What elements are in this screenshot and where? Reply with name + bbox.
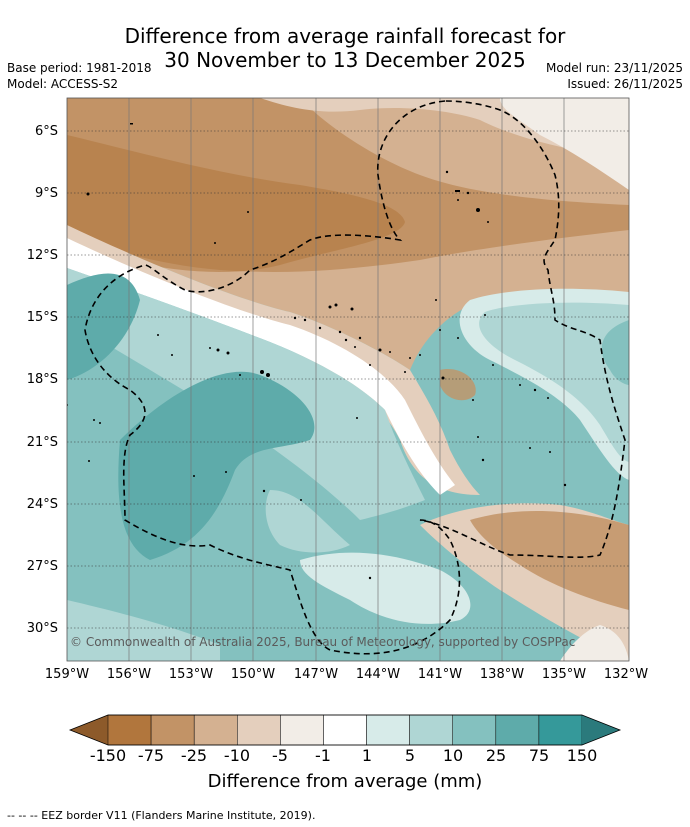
map-title: Difference from average rainfall forecas…	[0, 24, 690, 72]
lat-label: 9°S	[34, 186, 58, 201]
region-5-10-east	[479, 302, 629, 462]
colorbar-label: -75	[137, 746, 165, 765]
colorbar-under-arrow	[70, 715, 108, 745]
region-minus-5	[500, 98, 629, 190]
lat-label: 21°S	[26, 435, 58, 450]
lat-label: 15°S	[26, 310, 58, 325]
lon-label: 156°W	[106, 667, 152, 682]
meta-right: Model run: 23/11/2025 Issued: 26/11/2025	[546, 60, 683, 92]
region-5-10-sw	[67, 600, 220, 661]
colorbar-cells	[107, 714, 583, 746]
copyright-notice: © Commonwealth of Australia 2025, Bureau…	[70, 635, 576, 649]
model-name: Model: ACCESS-S2	[7, 77, 119, 91]
region-minus-25-south	[470, 510, 629, 610]
colorbar-cell	[107, 714, 152, 746]
colorbar-label: 10	[442, 746, 464, 765]
colorbar-label: -1	[315, 746, 331, 765]
lat-label: 12°S	[26, 248, 58, 263]
colorbar-cell	[452, 714, 497, 746]
islands	[67, 123, 567, 580]
map-frame	[66, 97, 630, 662]
lon-label: 153°W	[168, 667, 214, 682]
title-line-1: Difference from average rainfall forecas…	[124, 24, 566, 48]
lat-grid	[67, 130, 629, 629]
region-25-75-a	[67, 273, 140, 380]
eez-legend: -- -- -- EEZ border V11 (Flanders Marine…	[7, 809, 316, 822]
colorbar-label: -150	[89, 746, 127, 765]
colorbar-cell	[366, 714, 410, 746]
title-line-2: 30 November to 13 December 2025	[164, 48, 526, 72]
region-5-10-south	[265, 490, 350, 553]
region-minus-5-south	[560, 625, 629, 661]
model-run: Model run: 23/11/2025	[545, 61, 683, 75]
meta-left: Base period: 1981-2018 Model: ACCESS-S2	[7, 60, 152, 92]
lat-label: 27°S	[26, 559, 58, 574]
colorbar-cell	[280, 714, 324, 746]
colorbar-label: -25	[180, 746, 208, 765]
lon-label: 144°W	[355, 667, 401, 682]
lon-label: 132°W	[603, 667, 649, 682]
colorbar	[68, 714, 622, 746]
colorbar-cell	[538, 714, 583, 746]
colorbar-label: 150	[566, 746, 598, 765]
colorbar-label: 25	[485, 746, 507, 765]
colorbar-label: 5	[404, 746, 416, 765]
lat-label: 6°S	[34, 124, 58, 139]
lat-label: 24°S	[26, 497, 58, 512]
base-period: Base period: 1981-2018	[7, 61, 152, 75]
lat-label: 18°S	[26, 372, 58, 387]
region-10-25-east	[601, 320, 629, 385]
lon-label: 138°W	[479, 667, 525, 682]
region-small-brown	[440, 369, 476, 401]
region-near-zero	[67, 238, 455, 495]
colorbar-label: -10	[223, 746, 251, 765]
colorbar-cell	[323, 714, 367, 746]
lon-label: 141°W	[417, 667, 463, 682]
colorbar-cell	[495, 714, 540, 746]
issued-date: Issued: 26/11/2025	[567, 77, 683, 91]
lon-label: 159°W	[44, 667, 90, 682]
lon-label: 150°W	[230, 667, 276, 682]
map-area	[67, 98, 629, 661]
colorbar-label: 1	[361, 746, 373, 765]
colorbar-title: Difference from average (mm)	[207, 771, 483, 792]
colorbar-over-arrow	[582, 715, 620, 745]
grid	[128, 98, 565, 661]
colorbar-label: -5	[272, 746, 288, 765]
colorbar-cell	[237, 714, 281, 746]
colorbar-cell	[193, 714, 238, 746]
eez-borders	[84, 100, 626, 655]
colorbar-cell	[150, 714, 195, 746]
colorbar-cell	[409, 714, 453, 746]
lon-label: 135°W	[541, 667, 587, 682]
lon-label: 147°W	[293, 667, 339, 682]
lat-label: 30°S	[26, 621, 58, 636]
region-1-5-south	[300, 552, 471, 624]
colorbar-label: 75	[528, 746, 550, 765]
region-25-75-b	[118, 371, 315, 560]
